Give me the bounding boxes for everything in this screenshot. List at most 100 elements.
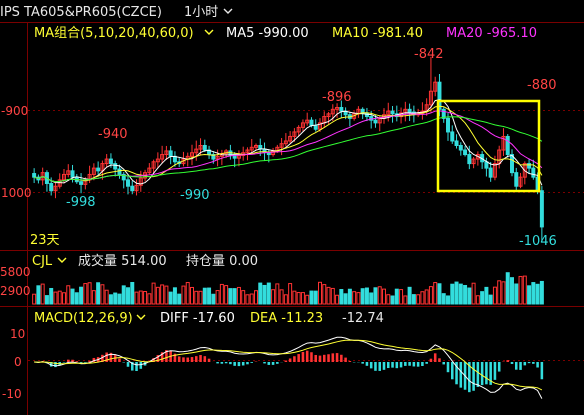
volume-bar	[241, 290, 246, 305]
volume-bar	[535, 283, 540, 305]
volume-bar	[70, 288, 75, 305]
volume-bar	[527, 285, 532, 305]
volume-indicator-label[interactable]: CJL	[32, 254, 53, 269]
volume-bar	[454, 281, 459, 305]
volume-bar	[318, 281, 322, 305]
chevron-down-icon[interactable]	[204, 29, 214, 35]
candle-body	[458, 145, 463, 151]
volume-bar	[369, 292, 374, 305]
candle-body	[373, 119, 378, 124]
macd-axis-top: 10	[10, 327, 25, 341]
candle-body	[492, 163, 497, 178]
ma-combo-label[interactable]: MA组合(5,10,20,40,60,0)	[34, 26, 194, 41]
volume-bar	[382, 288, 386, 305]
day-count-label: 23天	[30, 233, 60, 248]
candle-body	[202, 145, 207, 151]
volume-bar	[463, 284, 468, 305]
volume-bar	[505, 272, 510, 305]
candle-body	[254, 145, 258, 148]
volume-bar	[450, 283, 455, 305]
volume-bar	[352, 291, 357, 305]
low-label: -998	[66, 195, 96, 210]
candle-body	[386, 110, 391, 116]
volume-bar	[271, 289, 276, 305]
macd-indicator-label[interactable]: MACD(12,26,9)	[34, 311, 133, 326]
candle-body	[49, 182, 54, 192]
candle-body	[407, 108, 412, 113]
macd-histogram	[37, 350, 544, 393]
volume-bar	[40, 283, 45, 305]
volume-bar	[386, 294, 391, 305]
volume-bar	[347, 288, 352, 305]
volume-bar	[74, 292, 79, 305]
volume-bar	[335, 294, 340, 305]
volume-bar	[215, 290, 220, 305]
volume-bar	[539, 280, 544, 305]
volume-bar	[510, 277, 514, 305]
volume-bar	[104, 289, 109, 305]
volume-bar	[181, 285, 186, 305]
volume-bar	[467, 287, 472, 305]
volume-bar	[356, 292, 361, 305]
highlight-box	[436, 99, 541, 193]
candle-body	[539, 190, 544, 228]
candle-body	[211, 154, 216, 160]
candle-body	[488, 167, 493, 178]
macd-dea-line	[34, 339, 543, 391]
candle-body	[121, 173, 126, 181]
volume-bar	[480, 291, 485, 305]
chevron-down-icon[interactable]	[57, 257, 67, 263]
candle-body	[134, 184, 139, 192]
candle-body	[428, 90, 433, 106]
volume-bar	[411, 294, 416, 305]
candle-body	[245, 149, 250, 154]
candle-body	[313, 125, 318, 130]
volume-bar	[403, 295, 408, 305]
candle-body	[164, 150, 169, 156]
volume-bar	[501, 281, 506, 305]
volume-bar	[360, 288, 365, 305]
candle-body	[433, 81, 438, 92]
ma10-value: MA10 -981.40	[332, 26, 423, 41]
volume-bar	[364, 287, 369, 305]
volume-bar	[155, 286, 160, 305]
volume-bar	[377, 286, 382, 305]
ma5-line	[33, 99, 543, 186]
chevron-down-icon[interactable]	[223, 8, 233, 14]
price-axis-label-top: -900	[1, 104, 28, 118]
volume-bar	[292, 290, 297, 305]
candle-body	[155, 158, 160, 163]
volume-bar	[202, 287, 207, 305]
chevron-down-icon[interactable]	[136, 314, 146, 320]
volume-bar	[420, 291, 425, 305]
volume-bar	[475, 295, 480, 305]
candle-body	[40, 172, 45, 181]
volume-bar	[236, 286, 241, 305]
volume-bar	[198, 290, 203, 305]
high-label: -842	[414, 47, 444, 62]
candle-body	[390, 110, 395, 115]
volume-bar	[44, 295, 49, 305]
volume-bar	[394, 288, 399, 305]
volume-bar	[313, 290, 318, 305]
volume-bar	[309, 290, 314, 305]
candle-body	[335, 107, 340, 110]
volume-bar	[492, 286, 497, 305]
candle-body	[62, 173, 66, 181]
candle-body	[463, 149, 468, 156]
volume-bar	[232, 288, 237, 305]
candle-body	[266, 152, 271, 156]
macd-value: -12.74	[342, 311, 384, 326]
volume-value: 成交量 514.00	[78, 253, 167, 269]
volume-bar	[219, 283, 224, 305]
volume-bar	[471, 282, 476, 305]
candle-body	[318, 122, 322, 130]
candle-body	[32, 173, 37, 178]
volume-bar	[424, 289, 429, 305]
volume-bar	[143, 291, 148, 305]
period-selector[interactable]: 1小时	[184, 5, 218, 20]
candle-body	[454, 140, 459, 147]
grid	[0, 22, 584, 415]
candle-body	[138, 177, 143, 186]
